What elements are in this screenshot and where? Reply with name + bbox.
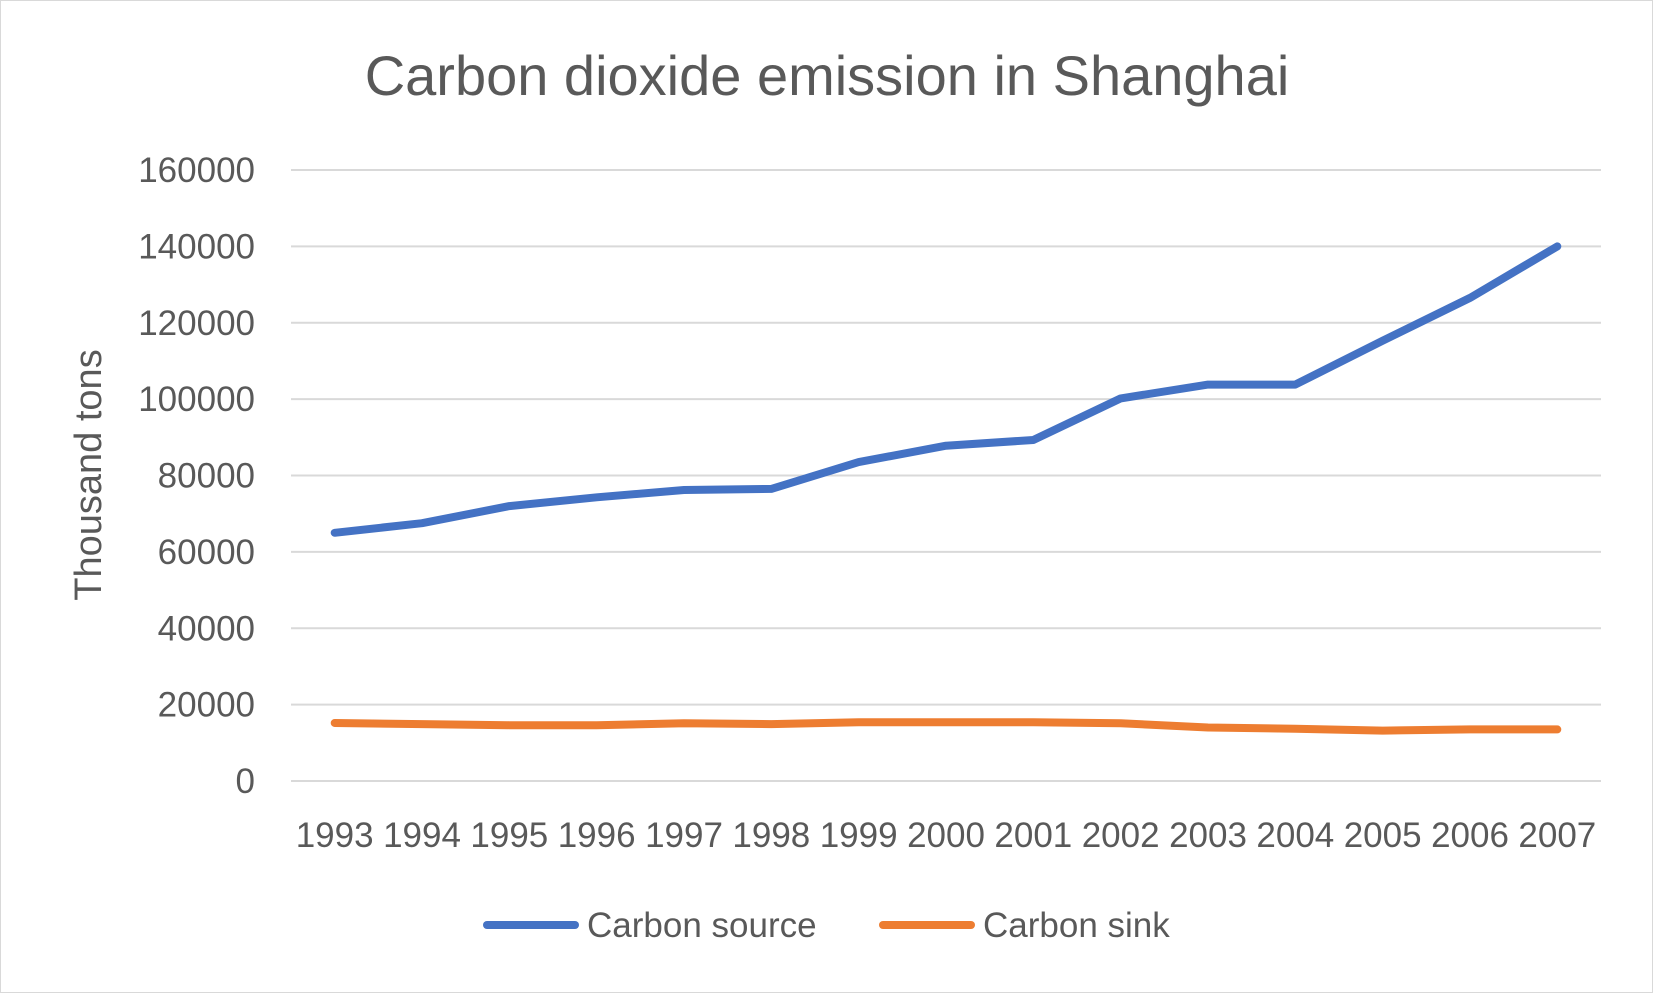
chart-title: Carbon dioxide emission in Shanghai	[365, 44, 1290, 107]
x-tick-label: 1994	[383, 816, 461, 855]
legend-label-2: Carbon sink	[983, 906, 1170, 945]
x-tick-label: 2000	[907, 816, 985, 855]
series-line-1	[330, 242, 1562, 537]
x-axis-ticks: 1993 1994 1995 1996 1997 1998 1999 2000 2001 2002…	[296, 816, 1597, 855]
y-tick-label: 120000	[138, 304, 255, 343]
legend-label-1: Carbon source	[587, 906, 817, 945]
x-tick-label: 1997	[645, 816, 723, 855]
y-tick-label: 80000	[158, 457, 255, 496]
y-axis-label: Thousand tons	[68, 349, 110, 600]
x-tick-label: 1998	[732, 816, 810, 855]
x-tick-label: 2004	[1256, 816, 1334, 855]
x-tick-label: 1999	[820, 816, 898, 855]
x-tick-label: 2006	[1431, 816, 1509, 855]
x-tick-label: 1995	[470, 816, 548, 855]
x-tick-label: 2005	[1344, 816, 1422, 855]
x-tick-label: 1996	[558, 816, 636, 855]
x-tick-label: 2007	[1518, 816, 1596, 855]
series-lines	[330, 242, 1562, 735]
y-tick-label: 60000	[158, 533, 255, 572]
legend: Carbon source Carbon sink	[483, 906, 1170, 945]
gridlines	[291, 169, 1601, 782]
series-line-2	[330, 718, 1562, 735]
x-tick-label: 2003	[1169, 816, 1247, 855]
y-tick-label: 160000	[138, 151, 255, 190]
y-tick-label: 140000	[138, 227, 255, 266]
x-tick-label: 2001	[994, 816, 1072, 855]
y-tick-label: 0	[236, 762, 255, 801]
y-tick-label: 100000	[138, 380, 255, 419]
y-tick-label: 40000	[158, 609, 255, 648]
y-axis-ticks: 0 20000 40000 60000 80000 100000 120000 140000 1…	[138, 151, 255, 801]
x-tick-label: 1993	[296, 816, 374, 855]
x-tick-label: 2002	[1082, 816, 1160, 855]
y-tick-label: 20000	[158, 686, 255, 725]
